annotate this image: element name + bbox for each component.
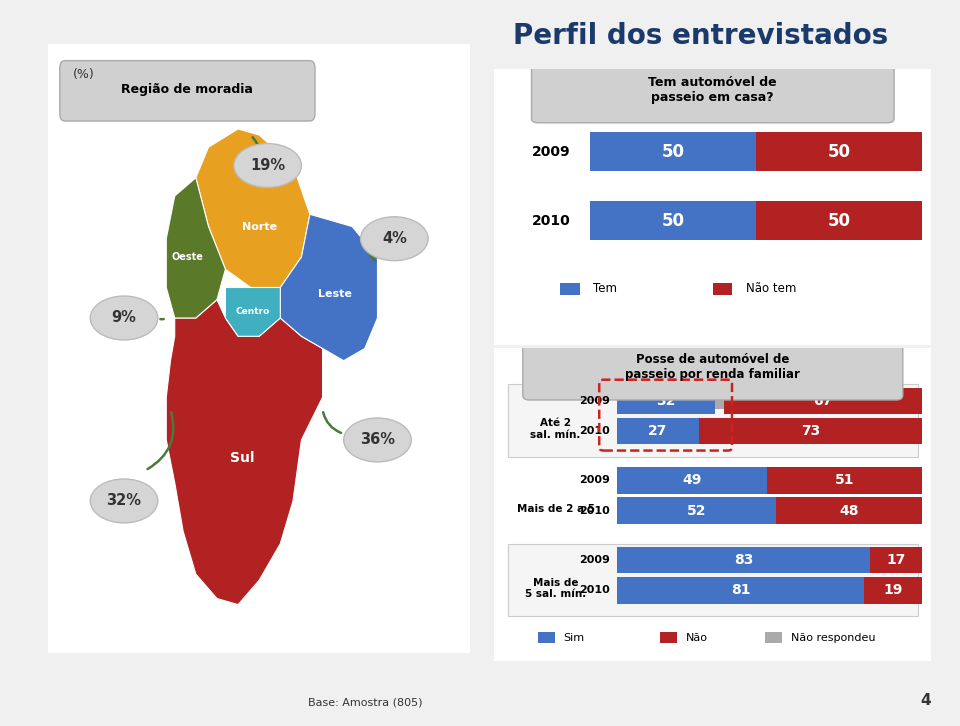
- Text: 2010: 2010: [580, 505, 611, 515]
- Text: Mais de 2 a 5: Mais de 2 a 5: [516, 504, 594, 514]
- Ellipse shape: [344, 418, 411, 462]
- Text: 50: 50: [828, 143, 851, 160]
- Text: 19: 19: [884, 583, 903, 597]
- FancyBboxPatch shape: [488, 344, 938, 665]
- Polygon shape: [280, 214, 377, 361]
- Text: 81: 81: [731, 583, 751, 597]
- Text: 2009: 2009: [532, 144, 570, 159]
- Text: Não tem: Não tem: [746, 282, 796, 295]
- Text: 2010: 2010: [580, 426, 611, 436]
- Bar: [616, 417, 699, 444]
- Bar: [714, 393, 724, 409]
- Ellipse shape: [361, 217, 428, 261]
- Bar: [776, 497, 923, 524]
- Bar: [724, 388, 923, 414]
- Text: 48: 48: [839, 504, 859, 518]
- Text: Não: Não: [685, 632, 708, 643]
- Bar: [590, 132, 756, 171]
- Text: 4%: 4%: [382, 231, 407, 246]
- Text: 83: 83: [733, 553, 754, 567]
- Bar: [765, 632, 781, 643]
- Text: 2010: 2010: [580, 585, 611, 595]
- Polygon shape: [226, 287, 280, 336]
- Text: 52: 52: [686, 504, 706, 518]
- Text: Norte: Norte: [242, 221, 276, 232]
- Text: 67: 67: [813, 393, 832, 408]
- Text: 17: 17: [887, 553, 906, 567]
- Text: Tem automóvel de
passeio em casa?: Tem automóvel de passeio em casa?: [649, 76, 777, 104]
- Text: 51: 51: [835, 473, 854, 487]
- FancyBboxPatch shape: [523, 335, 902, 400]
- Text: 50: 50: [828, 212, 851, 229]
- Text: 2009: 2009: [580, 555, 611, 565]
- Text: 73: 73: [802, 424, 821, 438]
- Bar: [616, 388, 714, 414]
- Text: Centro: Centro: [236, 307, 270, 317]
- Text: 2009: 2009: [580, 476, 611, 486]
- Bar: [560, 282, 580, 295]
- Bar: [660, 632, 677, 643]
- Bar: [616, 497, 776, 524]
- Text: Tem: Tem: [592, 282, 616, 295]
- Text: 2010: 2010: [532, 213, 570, 228]
- FancyBboxPatch shape: [508, 544, 918, 616]
- Text: 2009: 2009: [580, 396, 611, 406]
- Text: 19%: 19%: [251, 158, 285, 173]
- Text: 4: 4: [921, 693, 931, 708]
- Bar: [712, 282, 732, 295]
- FancyBboxPatch shape: [39, 31, 479, 666]
- Bar: [766, 467, 923, 494]
- Text: Não respondeu: Não respondeu: [790, 632, 876, 643]
- Bar: [756, 201, 923, 240]
- Text: 50: 50: [662, 212, 685, 229]
- Text: Até 2
sal. mín.: Até 2 sal. mín.: [530, 418, 581, 440]
- Text: Mais de
5 sal. mín.: Mais de 5 sal. mín.: [525, 578, 587, 599]
- Text: 9%: 9%: [111, 311, 136, 325]
- Bar: [864, 577, 923, 603]
- Text: 32: 32: [656, 393, 675, 408]
- Bar: [699, 417, 923, 444]
- Polygon shape: [196, 129, 310, 287]
- Text: Região de moradia: Região de moradia: [122, 83, 253, 96]
- FancyBboxPatch shape: [60, 61, 315, 121]
- Text: Perfil dos entrevistados: Perfil dos entrevistados: [514, 22, 888, 50]
- Bar: [616, 547, 871, 574]
- Text: 50: 50: [662, 143, 685, 160]
- Bar: [590, 201, 756, 240]
- Bar: [871, 547, 923, 574]
- Text: 27: 27: [648, 424, 667, 438]
- Polygon shape: [166, 178, 226, 318]
- Bar: [616, 577, 864, 603]
- FancyBboxPatch shape: [508, 384, 918, 457]
- Polygon shape: [166, 300, 323, 605]
- Text: Oeste: Oeste: [172, 252, 204, 262]
- Text: 32%: 32%: [107, 494, 141, 508]
- Bar: [538, 632, 555, 643]
- Text: Sim: Sim: [564, 632, 585, 643]
- Text: Sul: Sul: [230, 452, 254, 465]
- Text: 49: 49: [682, 473, 702, 487]
- Text: 36%: 36%: [360, 433, 395, 447]
- Bar: [756, 132, 923, 171]
- Text: Leste: Leste: [319, 289, 352, 298]
- FancyBboxPatch shape: [532, 60, 894, 123]
- Text: Posse de automóvel de
passeio por renda familiar: Posse de automóvel de passeio por renda …: [625, 353, 801, 380]
- Ellipse shape: [234, 144, 301, 187]
- Text: Base: Amostra (805): Base: Amostra (805): [307, 698, 422, 708]
- Ellipse shape: [90, 296, 157, 340]
- Ellipse shape: [90, 479, 157, 523]
- Text: (%): (%): [73, 68, 95, 81]
- Bar: [616, 467, 766, 494]
- FancyBboxPatch shape: [488, 65, 938, 349]
